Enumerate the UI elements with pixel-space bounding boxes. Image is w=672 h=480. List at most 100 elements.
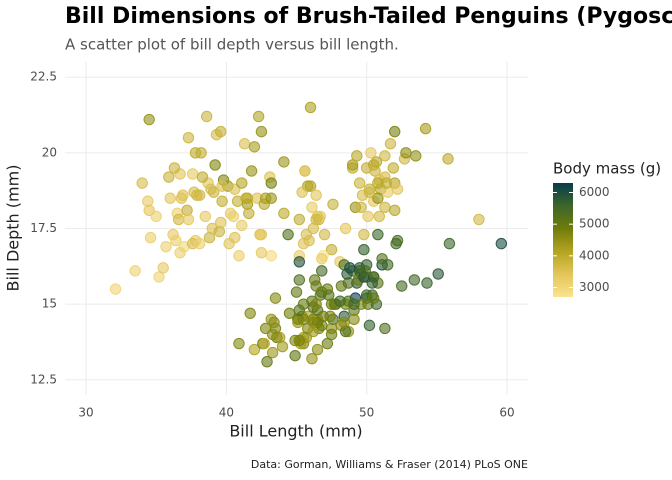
point	[255, 125, 268, 138]
colorbar-tick-label: 6000	[579, 185, 610, 199]
point	[321, 337, 334, 350]
point	[216, 195, 228, 207]
point	[245, 165, 258, 177]
point	[160, 240, 172, 253]
point	[208, 186, 220, 198]
point	[157, 262, 169, 274]
point	[174, 247, 186, 259]
point	[289, 349, 301, 362]
point	[370, 156, 383, 168]
point	[229, 231, 241, 244]
point	[248, 343, 261, 356]
point	[196, 171, 209, 183]
point	[304, 101, 317, 114]
point	[297, 313, 310, 326]
point	[170, 234, 182, 247]
point	[363, 186, 376, 198]
point	[358, 243, 370, 256]
point	[344, 262, 356, 274]
point	[296, 186, 308, 198]
caption: Data: Gorman, Williams & Fraser (2014) P…	[251, 458, 528, 471]
point	[419, 122, 432, 135]
point	[238, 138, 251, 150]
point	[373, 210, 385, 223]
point	[387, 162, 400, 174]
point	[359, 265, 371, 277]
point	[168, 162, 181, 174]
point	[293, 304, 306, 316]
point	[443, 237, 456, 250]
point	[363, 319, 376, 332]
point	[362, 210, 374, 223]
point	[278, 207, 290, 220]
point	[307, 325, 320, 338]
point	[410, 150, 422, 162]
point	[473, 213, 485, 226]
point	[261, 356, 273, 368]
point	[163, 171, 175, 183]
point	[325, 328, 338, 341]
point	[311, 343, 324, 356]
colorbar-tick-label: 5000	[579, 217, 610, 231]
x-tick-label: 30	[78, 406, 93, 420]
point	[355, 201, 367, 214]
y-tick-label: 22.5	[30, 70, 57, 84]
point	[348, 313, 360, 326]
point	[266, 328, 279, 341]
point	[334, 295, 346, 307]
y-tick-label: 20	[42, 145, 57, 159]
point	[327, 198, 339, 210]
point	[442, 153, 454, 165]
point	[306, 201, 318, 214]
point	[233, 250, 245, 262]
y-tick-label: 15	[42, 297, 57, 311]
point	[215, 125, 227, 138]
point	[282, 228, 294, 241]
point	[193, 189, 206, 201]
point	[129, 265, 141, 277]
point	[421, 277, 433, 289]
point	[358, 228, 370, 241]
point	[351, 150, 363, 162]
point	[177, 189, 189, 201]
point	[372, 192, 384, 204]
point	[182, 131, 195, 144]
point	[186, 168, 199, 180]
point	[233, 337, 245, 350]
point	[258, 337, 270, 350]
point	[195, 147, 207, 159]
point	[432, 268, 444, 280]
point	[366, 277, 378, 289]
point	[316, 319, 328, 332]
point	[268, 316, 280, 329]
point	[265, 177, 277, 189]
chart-title: Bill Dimensions of Brush-Tailed Penguins…	[65, 4, 672, 29]
point	[193, 237, 206, 250]
point	[389, 204, 401, 217]
point	[153, 271, 165, 283]
point	[379, 201, 391, 214]
point	[293, 256, 306, 268]
colorbar	[553, 183, 573, 297]
point	[236, 177, 248, 189]
point	[216, 180, 228, 192]
point	[391, 234, 404, 247]
point	[310, 280, 322, 292]
point	[318, 228, 331, 241]
point	[408, 274, 421, 286]
y-tick-label: 17.5	[30, 221, 57, 235]
point	[248, 141, 261, 153]
y-axis-label: Bill Depth (mm)	[4, 165, 23, 292]
point	[241, 192, 254, 204]
colorbar-tick-label: 4000	[579, 248, 610, 262]
point	[289, 334, 301, 347]
point	[391, 183, 404, 195]
colorbar-tick-label: 3000	[579, 280, 610, 294]
point	[252, 110, 265, 123]
point	[316, 265, 328, 277]
point	[290, 286, 303, 298]
point	[209, 159, 221, 171]
point	[265, 192, 277, 204]
point	[243, 207, 255, 220]
